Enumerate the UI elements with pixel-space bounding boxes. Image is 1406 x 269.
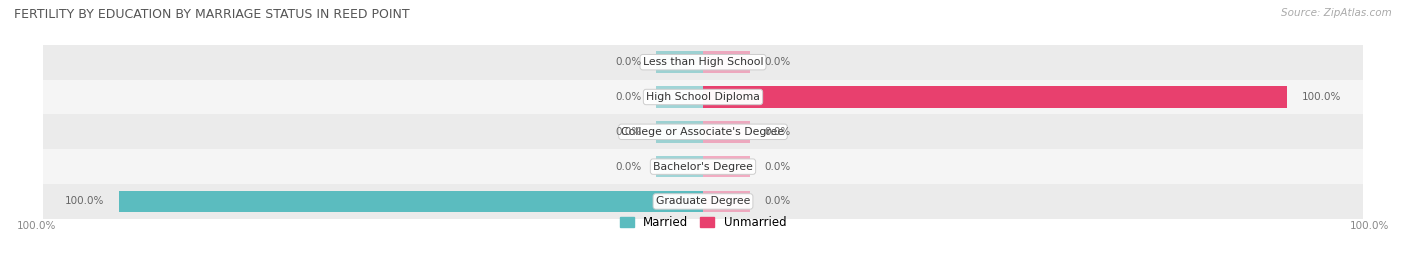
Text: 100.0%: 100.0% xyxy=(1302,92,1341,102)
Text: 0.0%: 0.0% xyxy=(616,127,641,137)
Text: FERTILITY BY EDUCATION BY MARRIAGE STATUS IN REED POINT: FERTILITY BY EDUCATION BY MARRIAGE STATU… xyxy=(14,8,409,21)
Text: Bachelor's Degree: Bachelor's Degree xyxy=(652,162,754,172)
Legend: Married, Unmarried: Married, Unmarried xyxy=(620,216,786,229)
Bar xyxy=(44,184,1362,219)
Bar xyxy=(703,51,749,73)
Text: Graduate Degree: Graduate Degree xyxy=(655,196,751,206)
Text: High School Diploma: High School Diploma xyxy=(647,92,759,102)
Text: 100.0%: 100.0% xyxy=(1350,221,1389,231)
Bar xyxy=(703,86,1286,108)
Text: 0.0%: 0.0% xyxy=(765,57,790,67)
Text: 0.0%: 0.0% xyxy=(765,127,790,137)
Text: College or Associate's Degree: College or Associate's Degree xyxy=(621,127,785,137)
Bar xyxy=(44,45,1362,80)
Bar xyxy=(657,51,703,73)
Text: 0.0%: 0.0% xyxy=(765,162,790,172)
Text: Source: ZipAtlas.com: Source: ZipAtlas.com xyxy=(1281,8,1392,18)
Bar xyxy=(44,149,1362,184)
Text: 100.0%: 100.0% xyxy=(17,221,56,231)
Bar xyxy=(44,114,1362,149)
Bar xyxy=(657,156,703,178)
Bar xyxy=(657,86,703,108)
Bar xyxy=(120,191,703,212)
Bar xyxy=(657,121,703,143)
Bar xyxy=(703,121,749,143)
Text: Less than High School: Less than High School xyxy=(643,57,763,67)
Bar xyxy=(703,191,749,212)
Text: 0.0%: 0.0% xyxy=(616,162,641,172)
Text: 0.0%: 0.0% xyxy=(616,92,641,102)
Bar xyxy=(703,156,749,178)
Text: 0.0%: 0.0% xyxy=(616,57,641,67)
Text: 0.0%: 0.0% xyxy=(765,196,790,206)
Text: 100.0%: 100.0% xyxy=(65,196,104,206)
Bar xyxy=(44,80,1362,114)
